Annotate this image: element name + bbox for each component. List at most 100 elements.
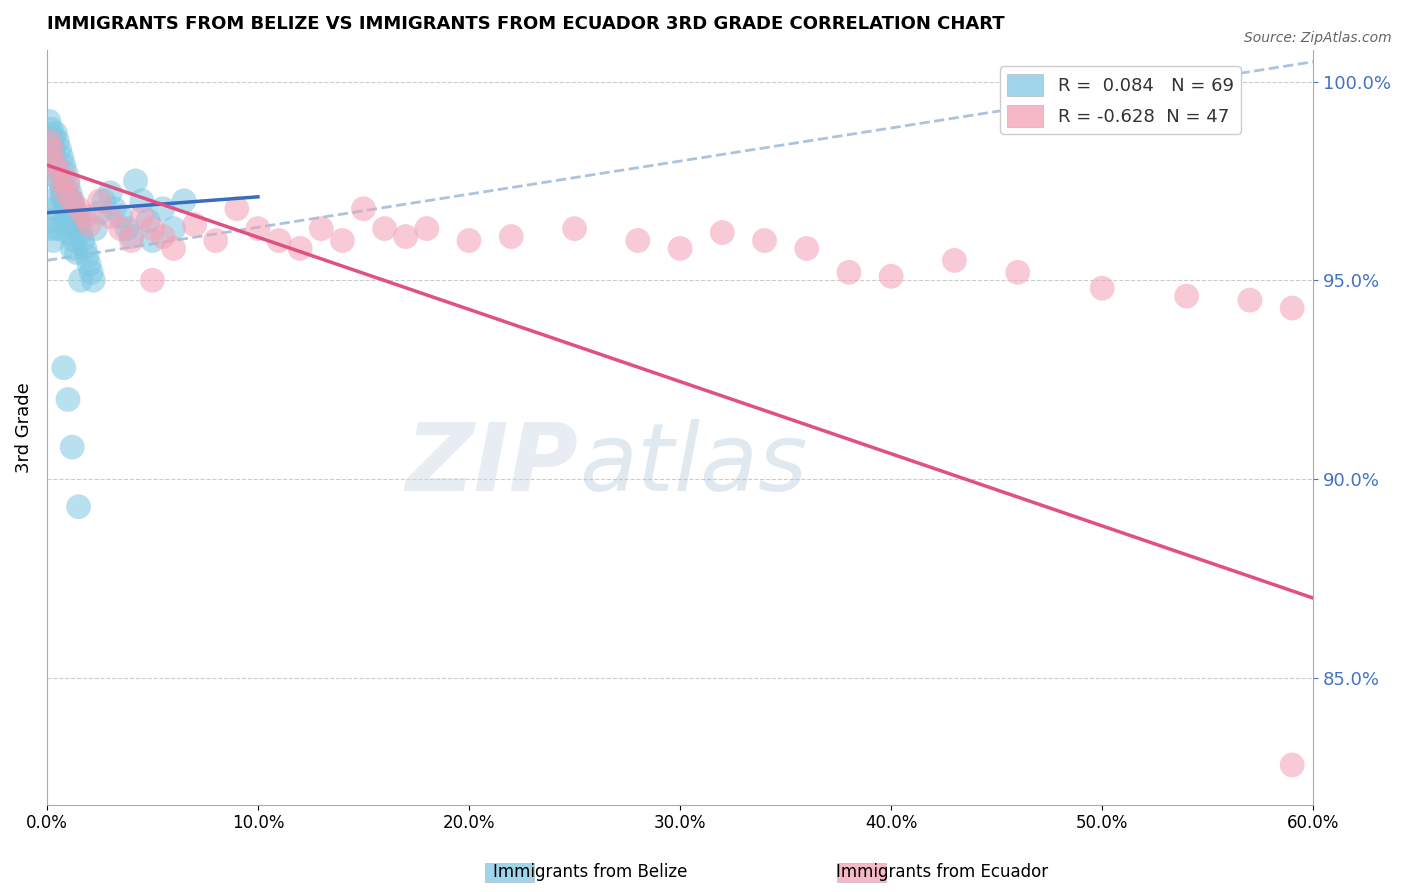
Point <box>52 360 75 375</box>
Point <box>67 500 90 514</box>
Point <box>42 130 65 145</box>
Point <box>246 221 269 235</box>
Point <box>77 218 100 232</box>
Point <box>59 194 82 208</box>
Point <box>60 221 83 235</box>
Text: Immigrants from Ecuador: Immigrants from Ecuador <box>837 863 1047 881</box>
Point <box>115 221 138 235</box>
Point <box>38 194 60 208</box>
Point <box>162 221 184 235</box>
Point <box>38 114 60 128</box>
Text: atlas: atlas <box>579 419 807 510</box>
Point <box>267 234 290 248</box>
Text: Source: ZipAtlas.com: Source: ZipAtlas.com <box>1244 31 1392 45</box>
Point <box>141 221 163 235</box>
Point <box>183 218 205 232</box>
Point <box>110 221 132 235</box>
Point <box>838 265 860 279</box>
Point <box>39 122 62 136</box>
Point <box>51 174 73 188</box>
Point <box>120 234 142 248</box>
Point <box>65 245 87 260</box>
Point <box>59 213 82 227</box>
Point <box>501 229 523 244</box>
Point <box>711 226 734 240</box>
Point <box>44 202 66 216</box>
Point <box>60 194 83 208</box>
Point <box>141 234 163 248</box>
Point <box>46 221 69 235</box>
Point <box>173 194 195 208</box>
Point <box>89 194 111 208</box>
Point <box>374 221 396 235</box>
Point <box>48 142 70 156</box>
Point <box>162 242 184 256</box>
Y-axis label: 3rd Grade: 3rd Grade <box>15 382 32 473</box>
Point <box>72 234 94 248</box>
Point <box>48 174 70 188</box>
Point <box>38 134 60 148</box>
Point <box>332 234 354 248</box>
Point <box>73 210 96 224</box>
Point <box>55 186 77 200</box>
Point <box>69 226 91 240</box>
Point <box>98 210 121 224</box>
Point <box>52 158 75 172</box>
Point <box>60 194 83 208</box>
Point <box>669 242 692 256</box>
Point <box>141 273 163 287</box>
Point <box>1281 758 1303 772</box>
Point <box>131 210 153 224</box>
Text: ZIP: ZIP <box>406 419 579 511</box>
Point <box>152 229 174 244</box>
Point <box>67 218 90 232</box>
Point <box>51 150 73 164</box>
Point <box>395 229 418 244</box>
Point <box>124 174 146 188</box>
Point <box>754 234 776 248</box>
Point <box>60 440 83 454</box>
Point <box>63 202 86 216</box>
Point <box>80 265 103 279</box>
Point <box>225 202 247 216</box>
Point <box>39 146 62 161</box>
Point <box>42 142 65 156</box>
Point <box>796 242 818 256</box>
Point <box>77 257 100 271</box>
Point <box>120 229 142 244</box>
Point <box>89 205 111 219</box>
Point <box>56 392 79 407</box>
Point <box>63 234 86 248</box>
Point <box>52 202 75 216</box>
Point <box>55 198 77 212</box>
Point <box>38 134 60 148</box>
Point <box>103 202 125 216</box>
Point <box>38 213 60 227</box>
Point <box>1281 301 1303 315</box>
Point <box>56 226 79 240</box>
Point <box>69 273 91 287</box>
Point <box>46 161 69 176</box>
Point <box>39 221 62 235</box>
Point <box>56 205 79 219</box>
Point <box>55 166 77 180</box>
Point <box>1091 281 1114 295</box>
Point <box>152 202 174 216</box>
Point <box>51 182 73 196</box>
Point <box>110 210 132 224</box>
Point <box>44 126 66 140</box>
Text: IMMIGRANTS FROM BELIZE VS IMMIGRANTS FROM ECUADOR 3RD GRADE CORRELATION CHART: IMMIGRANTS FROM BELIZE VS IMMIGRANTS FRO… <box>46 15 1004 33</box>
Point <box>204 234 226 248</box>
Point <box>42 158 65 172</box>
Point <box>46 161 69 176</box>
Point <box>880 269 903 284</box>
Point <box>458 234 481 248</box>
Point <box>51 190 73 204</box>
Point <box>60 205 83 219</box>
Point <box>42 154 65 169</box>
Point <box>44 154 66 169</box>
Point <box>60 242 83 256</box>
Point <box>98 186 121 200</box>
Point <box>136 213 159 227</box>
Point <box>56 178 79 192</box>
